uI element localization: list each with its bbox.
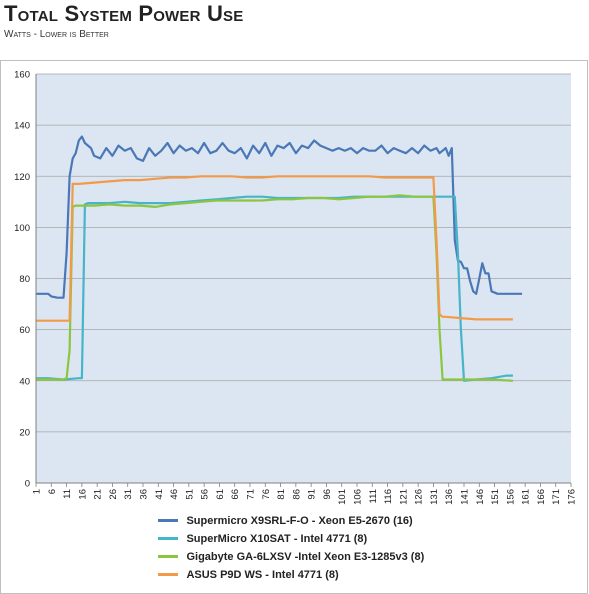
x-tick-label: 81 — [276, 489, 287, 500]
x-tick-label: 131 — [429, 489, 440, 505]
y-tick-label: 80 — [19, 274, 30, 285]
y-tick-label: 60 — [19, 325, 30, 336]
series-line-1 — [36, 135, 523, 299]
x-tick-label: 136 — [444, 489, 455, 505]
legend-label: Supermicro X9SRL-F-O - Xeon E5-2670 (16) — [186, 514, 413, 527]
y-axis-tick-labels: 0 20 40 60 80 100 120 140 160 — [14, 70, 30, 490]
x-tick-label: 116 — [383, 489, 394, 504]
legend-swatch — [158, 573, 178, 577]
series-line-4 — [36, 175, 513, 322]
x-tick-label: 21 — [93, 489, 104, 500]
x-tick-label: 76 — [261, 489, 272, 500]
chart-title: Total System Power Use — [4, 1, 244, 26]
y-tick-label: 160 — [14, 70, 30, 81]
x-tick-label: 46 — [169, 489, 180, 500]
x-tick-label: 1 — [32, 489, 43, 494]
x-tick-label: 126 — [414, 489, 425, 505]
x-tick-label: 91 — [307, 489, 318, 500]
axis-lines — [35, 74, 571, 484]
x-tick-label: 176 — [567, 489, 578, 505]
chart-subtitle: Watts - Lower is Better — [4, 29, 109, 40]
x-tick-label: 16 — [77, 489, 88, 500]
x-tick-label: 26 — [108, 489, 119, 500]
legend-label: ASUS P9D WS - Intel 4771 (8) — [186, 568, 339, 581]
x-axis-tick-labels: 1 6 11 16 21 26 31 36 41 46 51 56 61 66 71 76 81 86 91 96 10… — [32, 483, 578, 505]
legend-swatch — [158, 519, 178, 523]
series-lines — [36, 135, 523, 382]
legend-item: SuperMicro X10SAT - Intel 4771 (8) — [158, 530, 424, 548]
x-tick-label: 51 — [184, 489, 195, 500]
x-tick-label: 106 — [353, 489, 364, 505]
x-tick-label: 11 — [62, 489, 73, 499]
x-tick-label: 31 — [123, 489, 134, 500]
legend-label: SuperMicro X10SAT - Intel 4771 (8) — [186, 532, 368, 545]
x-tick-label: 41 — [154, 489, 165, 500]
legend-item: ASUS P9D WS - Intel 4771 (8) — [158, 566, 424, 584]
y-tick-label: 40 — [19, 376, 30, 387]
legend-item: Gigabyte GA-6LXSV -Intel Xeon E3-1285v3 … — [158, 548, 424, 566]
legend-item: Supermicro X9SRL-F-O - Xeon E5-2670 (16) — [158, 512, 424, 530]
x-tick-label: 111 — [368, 489, 379, 503]
x-tick-label: 36 — [139, 489, 150, 500]
x-tick-label: 156 — [505, 489, 516, 505]
y-tick-label: 100 — [14, 223, 30, 234]
chart-header: Total System Power Use Watts - Lower is … — [0, 0, 589, 46]
y-tick-label: 140 — [14, 121, 30, 132]
y-tick-label: 20 — [19, 427, 30, 438]
x-tick-label: 96 — [322, 489, 333, 500]
x-tick-label: 146 — [475, 489, 486, 505]
x-tick-label: 171 — [551, 489, 562, 505]
series-line-2 — [36, 195, 513, 382]
x-tick-label: 61 — [215, 489, 226, 500]
x-tick-label: 6 — [47, 489, 58, 494]
x-tick-label: 101 — [337, 489, 348, 505]
y-tick-label: 120 — [14, 172, 30, 183]
legend-label: Gigabyte GA-6LXSV -Intel Xeon E3-1285v3 … — [186, 550, 425, 563]
x-tick-label: 166 — [536, 489, 547, 505]
legend-swatch — [158, 537, 178, 541]
x-tick-label: 66 — [230, 489, 241, 500]
legend-swatch — [158, 555, 178, 559]
legend: Supermicro X9SRL-F-O - Xeon E5-2670 (16)… — [158, 512, 424, 584]
x-tick-label: 86 — [291, 489, 302, 500]
x-tick-label: 141 — [460, 489, 471, 505]
x-tick-label: 151 — [490, 489, 501, 505]
x-tick-label: 56 — [200, 489, 211, 500]
x-tick-label: 121 — [398, 489, 409, 505]
x-tick-label: 71 — [246, 489, 257, 500]
x-tick-label: 161 — [521, 489, 532, 505]
y-tick-label: 0 — [25, 479, 30, 490]
